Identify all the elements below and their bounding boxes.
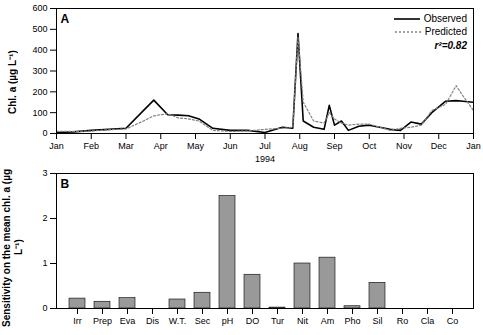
svg-text:Dis: Dis (146, 316, 159, 326)
svg-text:1: 1 (42, 258, 47, 268)
svg-text:Nit: Nit (297, 316, 308, 326)
svg-text:pH: pH (222, 316, 234, 326)
svg-text:Sec: Sec (195, 316, 211, 326)
svg-text:Pho: Pho (344, 316, 360, 326)
svg-text:Sep: Sep (326, 141, 342, 151)
svg-text:Jul: Jul (259, 141, 271, 151)
svg-text:2: 2 (42, 213, 47, 223)
svg-text:100: 100 (32, 108, 47, 118)
svg-text:Jan: Jan (49, 141, 64, 151)
svg-text:Cla: Cla (421, 316, 435, 326)
html-text:Predicted: Predicted (424, 26, 467, 37)
svg-text:500: 500 (32, 24, 47, 34)
svg-text:Am: Am (321, 316, 335, 326)
html-text:r²=0.82: r²=0.82 (434, 40, 467, 51)
svg-text:300: 300 (32, 66, 47, 76)
svg-text:Ro: Ro (397, 316, 409, 326)
svg-text:Feb: Feb (83, 141, 99, 151)
svg-text:Sil: Sil (372, 316, 382, 326)
svg-text:W.T.: W.T. (169, 316, 187, 326)
svg-text:Nov: Nov (396, 141, 413, 151)
svg-text:Co: Co (447, 316, 459, 326)
svg-text:200: 200 (32, 87, 47, 97)
svg-text:Mar: Mar (118, 141, 134, 151)
svg-text:Jan: Jan (466, 141, 481, 151)
html-text:Observed: Observed (423, 13, 467, 24)
svg-text:Oct: Oct (362, 141, 377, 151)
svg-text:Irr: Irr (73, 316, 82, 326)
svg-text:Tur: Tur (271, 316, 284, 326)
svg-text:Eva: Eva (120, 316, 136, 326)
svg-text:Aug: Aug (292, 141, 308, 151)
svg-text:1994: 1994 (255, 154, 275, 164)
svg-text:A: A (61, 12, 70, 26)
svg-text:3: 3 (42, 168, 47, 178)
svg-text:Jun: Jun (223, 141, 238, 151)
svg-text:600: 600 (32, 3, 47, 13)
html-text:Chl. a (µg L⁻¹): Chl. a (µg L⁻¹) (7, 50, 18, 115)
svg-text:0: 0 (42, 128, 47, 138)
svg-text:DO: DO (246, 316, 260, 326)
svg-text:May: May (187, 141, 205, 151)
svg-text:400: 400 (32, 45, 47, 55)
svg-text:B: B (61, 177, 70, 191)
svg-text:0: 0 (42, 303, 47, 313)
html-text:Sensitivity on the mean chl. a: Sensitivity on the mean chl. a (µg L⁻¹) (0, 168, 24, 327)
svg-text:Dec: Dec (431, 141, 448, 151)
svg-text:Apr: Apr (154, 141, 168, 151)
svg-text:Prep: Prep (93, 316, 112, 326)
